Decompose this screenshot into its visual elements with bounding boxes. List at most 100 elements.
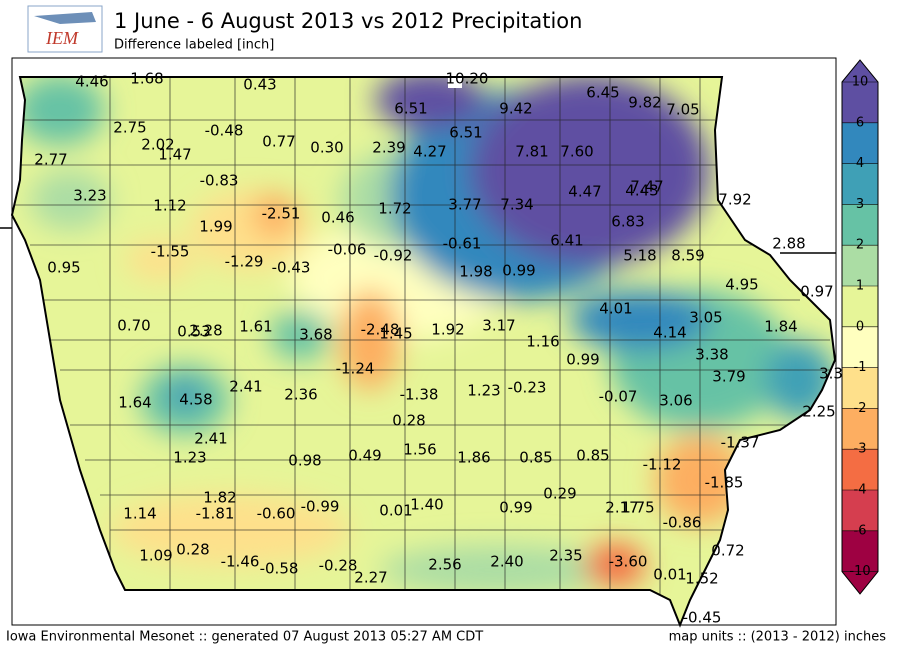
colorbar-segment bbox=[842, 490, 878, 531]
colorbar-extend-bottom bbox=[842, 571, 878, 594]
station-label: 1.09 bbox=[139, 547, 172, 565]
colorbar-segment bbox=[842, 82, 878, 123]
colorbar-segment bbox=[842, 204, 878, 246]
colorbar-label: -1 bbox=[854, 360, 867, 375]
station-label: 4.14 bbox=[653, 324, 686, 342]
station-label: 9.82 bbox=[628, 94, 661, 112]
colorbar-segment bbox=[842, 408, 878, 450]
subtitle: Difference labeled [inch] bbox=[114, 38, 274, 53]
station-label: -3.60 bbox=[609, 553, 648, 571]
station-label: 4.58 bbox=[179, 391, 212, 409]
station-label: 2.41 bbox=[229, 378, 262, 396]
colorbar-segment bbox=[842, 286, 878, 327]
colorbar-label: 3 bbox=[856, 197, 864, 212]
station-label: 1.40 bbox=[410, 496, 443, 514]
station-label: 1.23 bbox=[467, 382, 500, 400]
station-label: 0.72 bbox=[711, 542, 744, 560]
colorbar-segment bbox=[842, 449, 878, 490]
station-label: 2.17 bbox=[605, 499, 638, 517]
station-label: 2.75 bbox=[113, 119, 146, 137]
station-label: 6.41 bbox=[550, 232, 583, 250]
station-label: 1.82 bbox=[203, 489, 236, 507]
station-label: 7.92 bbox=[718, 191, 751, 209]
station-label: -0.60 bbox=[257, 505, 296, 523]
station-label: -1.12 bbox=[643, 456, 682, 474]
station-label: 1.12 bbox=[153, 197, 186, 215]
station-label: -1.81 bbox=[196, 505, 235, 523]
station-label: 7.81 bbox=[515, 143, 548, 161]
station-label: 0.01 bbox=[653, 566, 686, 584]
station-label: 0.70 bbox=[117, 317, 150, 335]
station-label: 9.42 bbox=[499, 100, 532, 118]
station-label: -0.61 bbox=[443, 235, 482, 253]
station-label: 0.77 bbox=[262, 133, 295, 151]
station-label: 2.77 bbox=[34, 151, 67, 169]
station-label: 0.85 bbox=[519, 449, 552, 467]
station-label: 2.88 bbox=[772, 235, 805, 253]
station-label: 3.77 bbox=[448, 196, 481, 214]
station-label: 2.02 bbox=[141, 136, 174, 154]
station-label: 0.97 bbox=[800, 283, 833, 301]
station-label: 6.51 bbox=[449, 124, 482, 142]
station-label: 3.06 bbox=[659, 392, 692, 410]
station-label: 0.53 bbox=[177, 323, 210, 341]
colorbar-label: -2 bbox=[854, 401, 867, 416]
station-label: -0.45 bbox=[683, 609, 722, 627]
station-label: 2.28 bbox=[189, 322, 222, 340]
station-label: 0.01 bbox=[379, 502, 412, 520]
colorbar-segment bbox=[842, 163, 878, 205]
logo-text: IEM bbox=[45, 28, 79, 48]
station-label: 1.61 bbox=[239, 318, 272, 336]
colorbar-label: 1 bbox=[856, 279, 864, 294]
station-label: 2.25 bbox=[802, 403, 835, 421]
station-label: 0.29 bbox=[543, 485, 576, 503]
station-labels: 4.46 1.68 0.43 10.20 6.51 9.42 6.45 9.82 7.05 2.7… bbox=[34, 70, 843, 627]
station-label: 6.51 bbox=[394, 100, 427, 118]
station-label: -1.37 bbox=[721, 434, 760, 452]
station-label: 3.38 bbox=[695, 346, 728, 364]
station-label: 4.46 bbox=[75, 73, 108, 91]
station-label: 4.47 bbox=[568, 183, 601, 201]
station-label: 1.92 bbox=[431, 321, 464, 339]
station-label: 2.39 bbox=[372, 139, 405, 157]
station-label: 1.72 bbox=[378, 200, 411, 218]
station-label: -1.24 bbox=[336, 360, 375, 378]
precip-field bbox=[12, 77, 835, 625]
station-label: 0.99 bbox=[502, 262, 535, 280]
station-label: -0.06 bbox=[328, 241, 367, 259]
footer-right: map units :: (2013 - 2012) inches bbox=[669, 630, 887, 645]
station-label: -2.51 bbox=[262, 205, 301, 223]
station-label: 2.41 bbox=[194, 430, 227, 448]
station-label: 2.27 bbox=[354, 569, 387, 587]
station-label: 1.86 bbox=[457, 449, 490, 467]
station-label: 4.95 bbox=[725, 276, 758, 294]
station-label: 1.52 bbox=[685, 570, 718, 588]
station-label: 0.28 bbox=[392, 412, 425, 430]
colorbar-label: -3 bbox=[854, 442, 867, 457]
colorbar-label: -6 bbox=[854, 523, 867, 538]
station-label: 6.83 bbox=[611, 213, 644, 231]
station-label: -0.92 bbox=[374, 247, 413, 265]
station-label: -1.85 bbox=[705, 474, 744, 492]
station-label: 1.64 bbox=[118, 394, 151, 412]
station-label: -0.58 bbox=[260, 560, 299, 578]
station-label: 1.47 bbox=[158, 146, 191, 164]
colorbar-segment bbox=[842, 367, 878, 409]
station-label: 1.98 bbox=[459, 263, 492, 281]
colorbar-segment bbox=[842, 326, 878, 368]
colorbar-label: 10 bbox=[852, 75, 869, 90]
station-label: 3.79 bbox=[712, 368, 745, 386]
station-label: 3.23 bbox=[73, 187, 106, 205]
station-label: 0.99 bbox=[499, 499, 532, 517]
station-label: 3.17 bbox=[482, 317, 515, 335]
station-label: 1.23 bbox=[173, 449, 206, 467]
station-label: -0.28 bbox=[319, 557, 358, 575]
station-label: 1.45 bbox=[379, 325, 412, 343]
colorbar-label: 0 bbox=[856, 319, 864, 334]
station-label: 0.49 bbox=[348, 447, 381, 465]
station-label: 0.46 bbox=[321, 209, 354, 227]
station-label: 1.56 bbox=[403, 441, 436, 459]
